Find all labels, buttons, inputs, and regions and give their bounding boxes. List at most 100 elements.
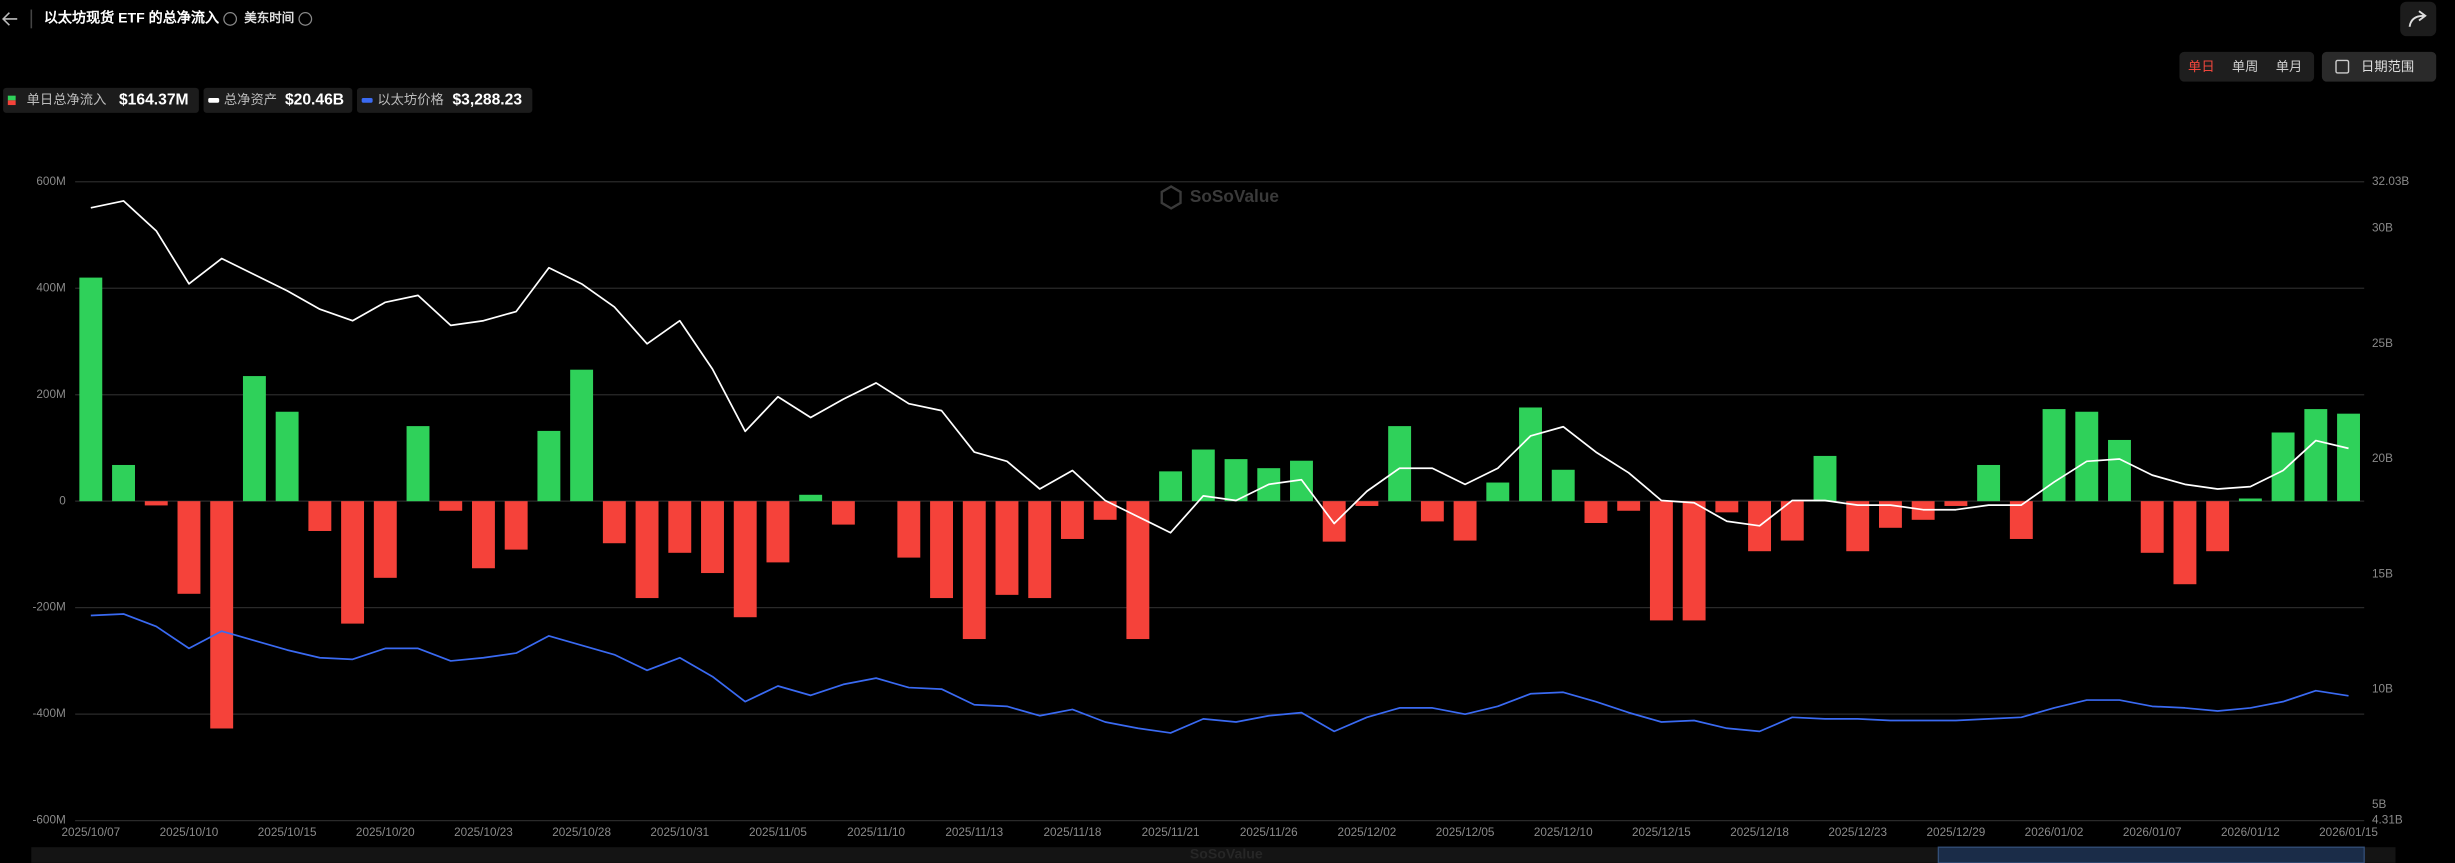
share-button[interactable] — [2400, 1, 2437, 37]
bar — [2337, 413, 2360, 502]
bar — [1715, 501, 1739, 513]
bar — [79, 277, 103, 502]
y2-tick-label: 30B — [2372, 222, 2393, 235]
y-tick-label: 600M — [36, 175, 65, 188]
x-tick-label: 2025/11/26 — [1240, 826, 1298, 839]
bar — [1977, 464, 2001, 502]
x-tick-label: 2025/12/05 — [1436, 826, 1495, 839]
bar — [2271, 432, 2295, 502]
legend-value: $20.46B — [285, 91, 344, 108]
bar — [1617, 501, 1641, 511]
bar — [1388, 426, 1412, 502]
x-tick-label: 2025/10/07 — [61, 826, 120, 839]
x-tick-label: 2025/12/15 — [1632, 826, 1691, 839]
legend-value: $164.37M — [119, 91, 189, 108]
bar — [1355, 501, 1379, 506]
date-range-button[interactable] — [2321, 51, 2437, 82]
x-tick-label: 2026/01/02 — [2025, 826, 2084, 839]
period-button[interactable]: 单日 — [2188, 59, 2215, 74]
bar — [2108, 439, 2131, 502]
bar — [1780, 501, 1804, 541]
x-tick-label: 2025/12/23 — [1828, 826, 1887, 839]
bar — [373, 501, 397, 578]
bar — [635, 501, 659, 599]
x-tick-label: 2025/10/31 — [650, 826, 709, 839]
bar — [733, 501, 757, 618]
x-tick-label: 2025/10/23 — [454, 826, 513, 839]
bar — [2238, 498, 2262, 502]
legend-name: 总净资产 — [224, 92, 277, 107]
bar — [210, 501, 234, 729]
info-icon[interactable] — [223, 12, 238, 26]
bar — [112, 464, 135, 502]
y-tick-label: 0 — [59, 494, 66, 507]
bar — [177, 501, 201, 594]
bar — [1126, 501, 1150, 640]
bar — [1060, 501, 1084, 539]
y2-tick-label: 32.03B — [2372, 175, 2409, 188]
zoom-window[interactable] — [1937, 846, 2365, 863]
bar — [1846, 501, 1870, 552]
x-tick-label: 2025/12/18 — [1730, 826, 1789, 839]
y2-tick-label: 15B — [2372, 567, 2393, 580]
date-range-label: 日期范围 — [2361, 59, 2414, 74]
bar — [1028, 501, 1052, 599]
legend: 单日总净流入 $164.37M 总净资产 $20.46B 以太坊价格 $3,28… — [3, 87, 533, 113]
bar — [2173, 501, 2197, 585]
legend-value: $3,288.23 — [452, 91, 522, 108]
bar — [1944, 501, 1968, 506]
bar — [1682, 501, 1706, 621]
zoom-slider[interactable] — [31, 847, 2396, 863]
bar — [1584, 501, 1608, 523]
period-button[interactable]: 单周 — [2232, 59, 2259, 74]
back-button[interactable] — [2, 12, 18, 26]
bar — [1878, 501, 1902, 528]
legend-name: 以太坊价格 — [377, 92, 443, 107]
bar — [1322, 501, 1346, 542]
period-button[interactable]: 单月 — [2276, 59, 2303, 74]
y2-tick-label: 10B — [2372, 683, 2393, 696]
bar — [1551, 469, 1575, 502]
bar — [472, 501, 495, 569]
x-tick-label: 2025/10/15 — [258, 826, 317, 839]
period-switch — [2179, 51, 2315, 82]
y-tick-label: -600M — [32, 814, 65, 827]
bar — [2009, 501, 2033, 539]
bar — [930, 501, 953, 599]
calendar-icon — [2335, 59, 2350, 74]
info-icon[interactable] — [298, 12, 313, 26]
bar — [1093, 501, 1117, 520]
bar — [2075, 411, 2099, 502]
legend-icon — [208, 98, 220, 103]
x-tick-label: 2025/11/18 — [1043, 826, 1101, 839]
y2-tick-label: 25B — [2372, 337, 2393, 350]
legend-chip[interactable] — [203, 87, 353, 113]
bar — [1453, 501, 1477, 541]
legend-icon — [7, 95, 16, 101]
bar — [1519, 407, 1542, 502]
bar — [144, 501, 168, 506]
bar — [504, 501, 528, 550]
bar — [995, 501, 1019, 595]
bar — [1486, 482, 1510, 502]
y2-tick-label: 20B — [2372, 452, 2393, 465]
plot-area: -600M -400M -200M 0 200M 400M 600M 4.31B 5B 10B 15… — [32, 175, 2409, 839]
y-tick-label: -400M — [32, 707, 65, 720]
legend-icon — [7, 100, 16, 106]
bar — [537, 430, 561, 502]
bar — [2304, 409, 2328, 502]
y-tick-label: 200M — [36, 388, 65, 401]
legend-chip[interactable] — [356, 87, 533, 113]
x-tick-label: 2025/12/02 — [1338, 826, 1397, 839]
legend-chip[interactable] — [3, 87, 199, 113]
bar — [897, 501, 921, 558]
legend-name: 单日总净流入 — [27, 92, 107, 107]
watermark: SoSoValue — [1190, 186, 1279, 206]
bar — [1224, 459, 1248, 502]
bar — [701, 501, 724, 574]
x-tick-label: 2026/01/07 — [2123, 826, 2182, 839]
bar — [1159, 471, 1183, 502]
bar — [570, 369, 594, 502]
